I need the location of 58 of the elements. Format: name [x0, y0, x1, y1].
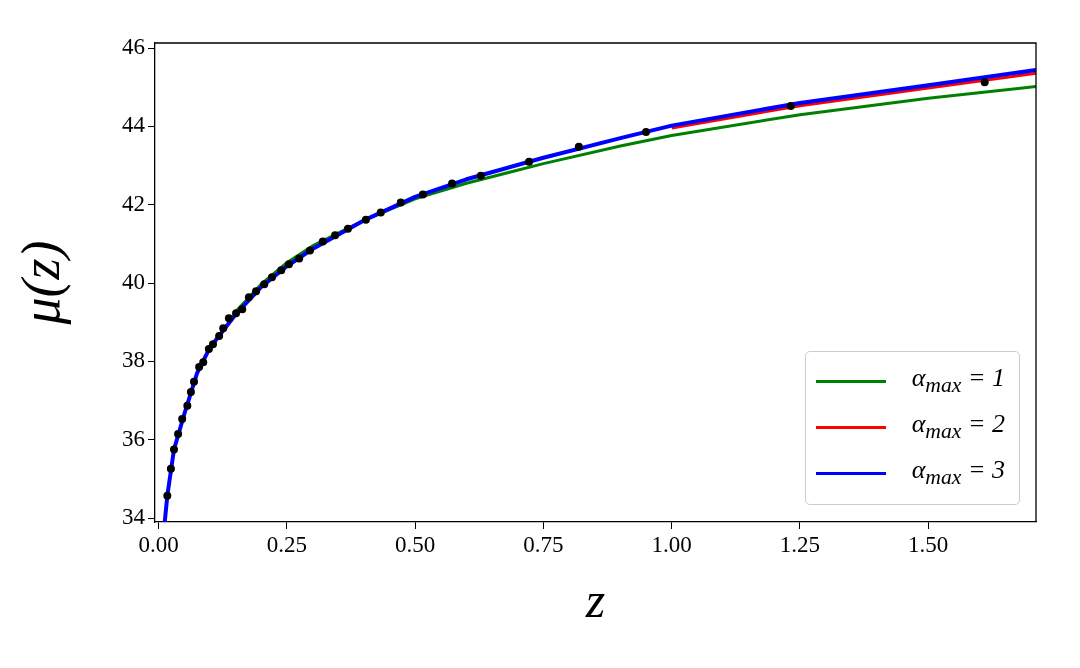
x-tick-label: 0.75	[523, 531, 564, 557]
point	[215, 331, 224, 340]
y-tick-label: 34	[122, 504, 146, 530]
point	[448, 179, 457, 188]
legend-label: α$_{max}$ = 2	[911, 409, 1005, 445]
point	[163, 491, 172, 500]
point	[178, 414, 187, 423]
y-tick-label: 40	[122, 269, 145, 295]
point	[642, 127, 651, 136]
point	[331, 231, 340, 240]
x-tick-label: 0.50	[395, 531, 436, 557]
point	[361, 215, 370, 224]
y-axis-title: μ(z)	[10, 240, 71, 326]
point	[195, 362, 204, 371]
point	[252, 287, 261, 296]
point	[199, 358, 208, 367]
point	[204, 344, 213, 353]
point	[166, 464, 175, 473]
point	[396, 198, 405, 207]
point	[244, 293, 253, 302]
point	[476, 171, 485, 180]
y-tick-label: 38	[122, 347, 145, 373]
point	[284, 260, 293, 269]
x-tick-label: 1.25	[779, 531, 821, 557]
point	[186, 387, 195, 396]
point	[376, 208, 385, 217]
point	[183, 401, 192, 410]
point	[232, 309, 241, 318]
y-tick-label: 46	[122, 34, 145, 60]
point	[786, 102, 795, 111]
point	[260, 280, 269, 289]
point	[318, 237, 327, 246]
point	[219, 324, 228, 333]
point	[525, 157, 534, 166]
point	[169, 445, 178, 454]
point	[267, 273, 276, 282]
point	[174, 429, 183, 438]
point	[238, 305, 247, 314]
x-tick-label: 0.25	[266, 531, 307, 557]
x-axis-title: z	[584, 572, 606, 629]
point	[190, 377, 198, 386]
point	[343, 224, 352, 233]
legend-label: α$_{max}$ = 3	[911, 455, 1005, 491]
point	[305, 246, 314, 255]
point	[574, 142, 583, 151]
point	[277, 266, 286, 275]
point	[224, 314, 233, 323]
y-tick-label: 42	[122, 190, 145, 216]
point	[295, 254, 304, 263]
point	[980, 78, 989, 87]
legend-label: α$_{max}$ = 1	[911, 363, 1005, 399]
x-tick-label: 1.50	[908, 531, 949, 557]
point	[208, 340, 217, 349]
y-tick-label: 36	[122, 425, 145, 451]
x-tick-label: 1.00	[651, 531, 692, 557]
y-tick-label: 44	[122, 112, 146, 138]
point	[418, 190, 427, 199]
x-tick-label: 0.00	[138, 531, 179, 557]
